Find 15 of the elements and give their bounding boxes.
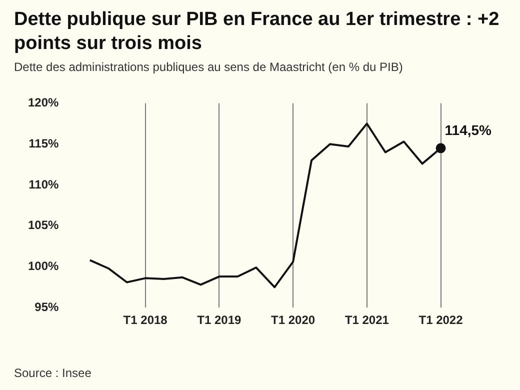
x-tick-label: T1 2022 bbox=[418, 313, 464, 328]
y-tick-label: 105% bbox=[28, 218, 60, 232]
x-tick-label: T1 2019 bbox=[197, 313, 242, 328]
y-tick-label: 95% bbox=[34, 300, 60, 314]
y-tick-label: 110% bbox=[28, 177, 60, 192]
y-tick-label: 100% bbox=[28, 259, 60, 274]
chart-title: Dette publique sur PIB en France au 1er trimestre : +2 points sur trois mois bbox=[14, 8, 500, 56]
chart-subtitle: Dette des administrations publiques au sens de Maastricht (en % du PIB) bbox=[14, 60, 404, 74]
x-tick-label: T1 2021 bbox=[344, 313, 390, 328]
x-tick-label: T1 2020 bbox=[271, 313, 316, 328]
source-note: Source : Insee bbox=[14, 366, 92, 380]
y-tick-label: 120% bbox=[28, 96, 60, 110]
data-label: 114,5% bbox=[444, 122, 492, 138]
x-tick-label: T1 2018 bbox=[123, 313, 168, 328]
y-tick-label: 115% bbox=[28, 136, 60, 150]
